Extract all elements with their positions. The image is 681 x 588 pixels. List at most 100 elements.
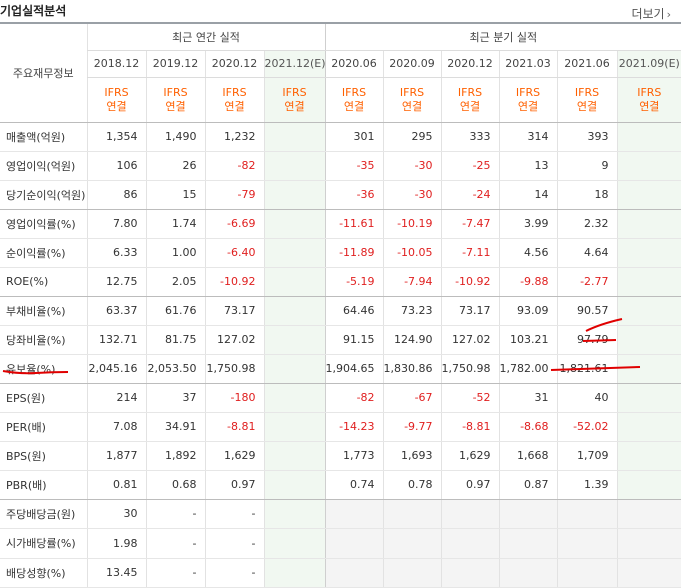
table-cell	[616, 354, 681, 384]
table-cell: -10.19	[382, 209, 442, 239]
table-cell: 73.23	[382, 296, 442, 326]
table-cell: 106	[86, 151, 146, 181]
table-cell: 1,709	[556, 441, 618, 471]
table-cell: 73.17	[204, 296, 264, 326]
table-cell: -11.61	[324, 209, 384, 239]
accounting-standard-badge: IFRS 연결	[440, 77, 500, 123]
table-cell: 12.75	[86, 267, 146, 297]
table-cell: -35	[324, 151, 384, 181]
table-cell	[263, 238, 326, 268]
more-link[interactable]: 더보기 ›	[631, 5, 671, 22]
table-cell	[440, 528, 500, 559]
row-label: ROE(%)	[0, 267, 87, 297]
table-cell: -2.77	[556, 267, 618, 297]
table-cell	[616, 470, 681, 500]
table-cell: -10.05	[382, 238, 442, 268]
table-cell: 13	[498, 151, 558, 181]
table-cell: 0.74	[324, 470, 384, 500]
section-title: 기업실적분석	[0, 4, 67, 18]
table-cell: 127.02	[440, 325, 500, 355]
table-cell: -6.40	[204, 238, 264, 268]
period-header: 2020.12	[440, 50, 500, 78]
table-cell	[263, 441, 326, 471]
table-cell: -10.92	[204, 267, 264, 297]
table-cell: 73.17	[440, 296, 500, 326]
ifrs-label: IFRS	[637, 85, 662, 99]
table-cell	[263, 267, 326, 297]
table-cell: 1.98	[86, 528, 146, 559]
table-row: PER(배) 7.08 34.91 -8.81 -14.23 -9.77 -8.81 -8.6…	[0, 412, 681, 442]
table-cell: -	[145, 558, 205, 588]
table-cell: 26	[145, 151, 205, 181]
table-cell: 93.09	[498, 296, 558, 326]
table-row: PBR(배) 0.81 0.68 0.97 0.74 0.78 0.97 0.87 1.39	[0, 470, 681, 500]
table-cell: 0.78	[382, 470, 442, 500]
table-cell: 1,490	[145, 122, 205, 152]
table-row: 순이익률(%) 6.33 1.00 -6.40 -11.89 -10.05 -7.11 4.5…	[0, 238, 681, 268]
table-cell	[324, 528, 384, 559]
table-cell: -25	[440, 151, 500, 181]
table-cell: -7.47	[440, 209, 500, 239]
table-cell: -30	[382, 180, 442, 210]
table-cell: 9	[556, 151, 618, 181]
row-label: PBR(배)	[0, 470, 87, 500]
consolidated-label: 연결	[517, 99, 539, 113]
consolidated-label: 연결	[343, 99, 365, 113]
ifrs-label: IFRS	[574, 85, 600, 99]
table-row: 배당성향(%) 13.45- -	[0, 558, 681, 588]
table-cell: 61.76	[145, 296, 205, 326]
table-row: ROE(%) 12.75 2.05 -10.92 -5.19 -7.94 -10.92 -9.…	[0, 267, 681, 297]
table-cell	[382, 499, 442, 529]
period-header: 2020.09	[382, 50, 442, 78]
table-cell: -14.23	[324, 412, 384, 442]
table-cell	[556, 499, 618, 529]
table-cell	[616, 209, 681, 239]
ifrs-label: IFRS	[222, 85, 247, 99]
table-cell	[324, 499, 384, 529]
table-cell: 81.75	[145, 325, 205, 355]
table-cell: 314	[498, 122, 558, 152]
table-row: 당기순이익(억원) 86 15 -79 -36 -30 -24 14 18	[0, 180, 681, 210]
table-cell: 18	[556, 180, 618, 210]
row-label: 당좌비율(%)	[0, 325, 87, 355]
more-label: 더보기	[631, 7, 665, 21]
table-cell: 1,232	[204, 122, 264, 152]
table-cell: 4.64	[556, 238, 618, 268]
group-quarter: 최근 분기 실적	[324, 23, 681, 51]
table-cell: 0.68	[145, 470, 205, 500]
table-cell: 7.08	[86, 412, 146, 442]
table-cell	[263, 209, 326, 239]
row-label: 영업이익(억원)	[0, 151, 87, 181]
table-cell: 1,693	[382, 441, 442, 471]
consolidated-label: 연결	[106, 99, 127, 113]
table-cell: -	[204, 558, 264, 588]
table-cell: 1,904.65	[324, 354, 384, 384]
table-cell	[556, 528, 618, 559]
row-label: 배당성향(%)	[0, 558, 87, 588]
table-cell: 1,821.61	[556, 354, 618, 384]
table-cell: 1,629	[204, 441, 264, 471]
table-cell: -6.69	[204, 209, 264, 239]
table-cell	[616, 122, 681, 152]
table-cell: 31	[498, 383, 558, 413]
consolidated-label: 연결	[224, 99, 245, 113]
row-label: 영업이익률(%)	[0, 209, 87, 239]
table-cell: 0.97	[204, 470, 264, 500]
row-label: BPS(원)	[0, 441, 87, 471]
table-cell: 37	[145, 383, 205, 413]
table-cell	[616, 325, 681, 355]
consolidated-label: 연결	[639, 99, 660, 113]
row-label: 주당배당금(원)	[0, 499, 87, 529]
table-cell	[263, 470, 326, 500]
table-cell: -10.92	[440, 267, 500, 297]
table-cell: 1,668	[498, 441, 558, 471]
table-cell	[263, 325, 326, 355]
table-cell: 97.79	[556, 325, 618, 355]
table-cell	[263, 558, 326, 588]
ifrs-label: IFRS	[282, 85, 307, 99]
table-cell: 13.45	[86, 558, 146, 588]
table-cell: -79	[204, 180, 264, 210]
table-cell: 214	[86, 383, 146, 413]
table-cell	[498, 558, 558, 588]
table-cell: 103.21	[498, 325, 558, 355]
